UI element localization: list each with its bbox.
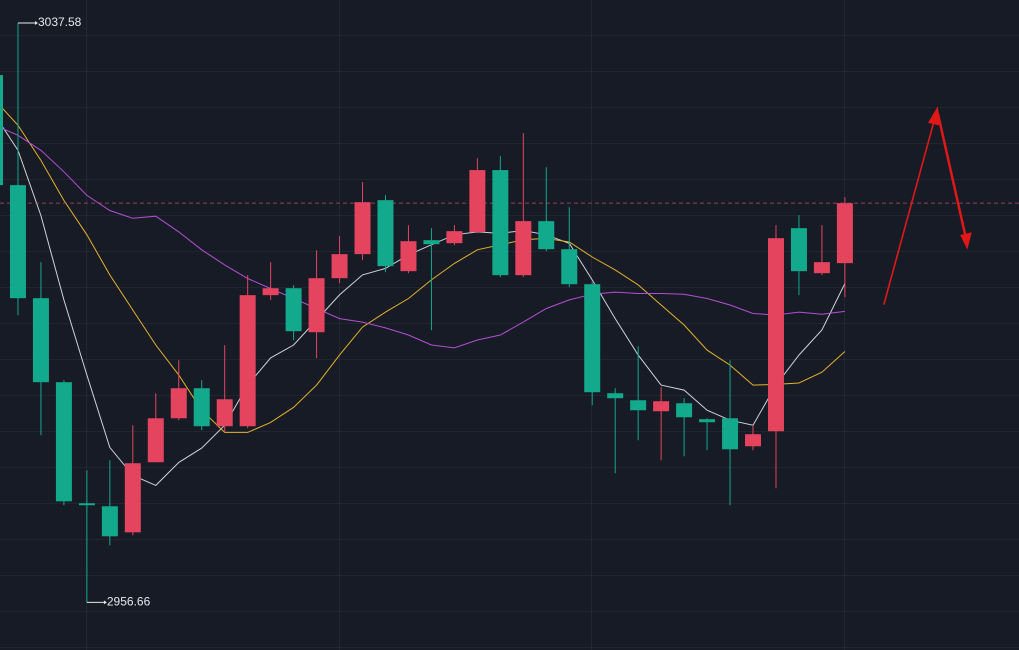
- candle-body: [492, 170, 509, 276]
- candle-body: [767, 238, 784, 432]
- candle-body: [147, 418, 164, 463]
- hand-drawn-arrows: [883, 106, 972, 305]
- candle-body: [239, 295, 256, 427]
- candle-body: [124, 463, 141, 533]
- candle-body: [216, 399, 233, 427]
- candle-body: [538, 221, 555, 250]
- candle-body: [836, 203, 853, 264]
- candle-body: [400, 241, 417, 272]
- candle-body: [561, 249, 578, 285]
- marker-label: 3037.58: [38, 15, 82, 29]
- candle-body: [469, 170, 486, 233]
- candle-body: [32, 298, 49, 383]
- candle-body: [308, 278, 325, 333]
- candle-body: [699, 419, 716, 423]
- marker-arrowhead: [103, 600, 107, 605]
- candle-body: [676, 403, 693, 418]
- candle-body: [745, 434, 762, 447]
- arrow-head: [960, 232, 972, 250]
- candle-body: [653, 401, 670, 412]
- candle-body: [331, 254, 348, 279]
- candle-body: [813, 262, 830, 274]
- candle-body: [607, 393, 624, 399]
- candle-body: [9, 185, 26, 299]
- candle-body: [285, 288, 302, 332]
- arrow-down: [936, 112, 969, 245]
- candle-body: [790, 228, 807, 272]
- candles: [0, 23, 853, 603]
- candle-body: [78, 503, 95, 506]
- candle-body: [262, 288, 279, 296]
- candle-body: [354, 202, 371, 255]
- candle-body: [446, 231, 463, 244]
- candle-body: [630, 400, 647, 411]
- candle-body: [722, 418, 739, 450]
- candle-body: [170, 388, 187, 419]
- candle-body: [377, 200, 394, 267]
- candle-body: [193, 388, 210, 427]
- candle-body: [0, 75, 3, 186]
- ma-line: [0, 126, 845, 349]
- marker-arrowhead: [34, 21, 38, 26]
- candle-body: [55, 382, 72, 502]
- marker-label: 2956.66: [107, 594, 151, 608]
- candle-body: [515, 221, 532, 276]
- candle-body: [423, 240, 440, 245]
- candle-body: [101, 506, 118, 537]
- ma-line: [0, 104, 846, 433]
- arrow-up: [883, 113, 937, 305]
- candle-body: [584, 284, 601, 393]
